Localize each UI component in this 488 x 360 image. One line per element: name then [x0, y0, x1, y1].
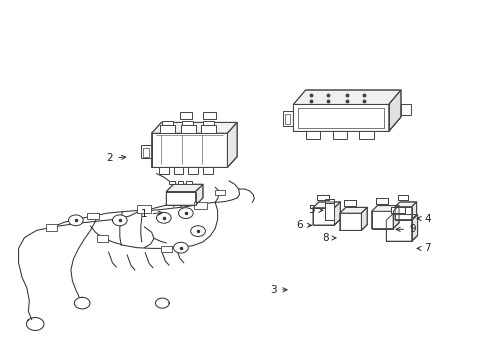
Bar [151, 133, 227, 167]
Bar [173, 167, 183, 174]
Bar [160, 125, 175, 133]
Circle shape [68, 215, 83, 226]
Text: 9: 9 [395, 224, 415, 234]
Bar [394, 207, 411, 220]
Polygon shape [293, 90, 400, 104]
Bar [194, 202, 206, 209]
Bar [177, 181, 183, 184]
Bar [203, 112, 215, 119]
Bar [188, 167, 198, 174]
Bar [182, 121, 193, 125]
Circle shape [190, 226, 205, 237]
Bar [324, 199, 334, 203]
Polygon shape [339, 207, 366, 213]
Bar [344, 200, 355, 206]
Bar [398, 195, 407, 200]
Bar [181, 125, 195, 133]
Bar [97, 235, 108, 242]
Polygon shape [411, 202, 416, 220]
Bar [317, 195, 328, 200]
Polygon shape [151, 122, 237, 133]
Text: 3: 3 [270, 285, 286, 295]
Bar [162, 121, 172, 125]
Polygon shape [388, 90, 400, 131]
Bar [166, 192, 195, 205]
Polygon shape [227, 122, 237, 167]
Bar [159, 167, 168, 174]
Bar [201, 125, 216, 133]
Circle shape [156, 212, 171, 223]
Bar [298, 108, 383, 128]
Bar [203, 121, 213, 125]
Polygon shape [312, 202, 340, 208]
Bar [284, 114, 290, 124]
Bar [400, 104, 410, 115]
Bar [203, 167, 212, 174]
Bar [137, 205, 151, 213]
Bar [282, 111, 293, 126]
Bar [332, 131, 346, 139]
Bar [312, 208, 334, 225]
Text: 5: 5 [308, 205, 322, 215]
Bar [390, 207, 405, 213]
Polygon shape [386, 215, 417, 220]
Polygon shape [361, 207, 366, 230]
Circle shape [112, 215, 127, 226]
Bar [141, 145, 151, 158]
Polygon shape [411, 215, 417, 241]
Bar [375, 198, 387, 204]
Bar [169, 181, 175, 184]
Bar [386, 220, 411, 241]
Bar [142, 148, 148, 157]
Bar [305, 131, 320, 139]
Polygon shape [334, 202, 340, 225]
Circle shape [173, 242, 188, 253]
Polygon shape [166, 184, 203, 192]
Bar [215, 190, 224, 195]
Bar [359, 131, 373, 139]
Bar [324, 203, 334, 220]
Polygon shape [394, 202, 416, 207]
Bar [293, 104, 388, 131]
Text: 7: 7 [416, 243, 430, 253]
Bar [185, 181, 191, 184]
Circle shape [178, 208, 193, 219]
Text: 6: 6 [296, 220, 311, 230]
Text: 1: 1 [141, 209, 162, 219]
Bar [339, 213, 361, 230]
Bar [371, 211, 392, 229]
Bar [87, 213, 99, 219]
Bar [161, 246, 171, 252]
Text: 4: 4 [416, 213, 430, 224]
Bar [46, 224, 57, 231]
Text: 2: 2 [106, 153, 125, 163]
Text: 8: 8 [321, 233, 335, 243]
Polygon shape [371, 206, 398, 211]
Bar [180, 112, 192, 119]
Polygon shape [392, 206, 398, 229]
Polygon shape [195, 184, 203, 205]
